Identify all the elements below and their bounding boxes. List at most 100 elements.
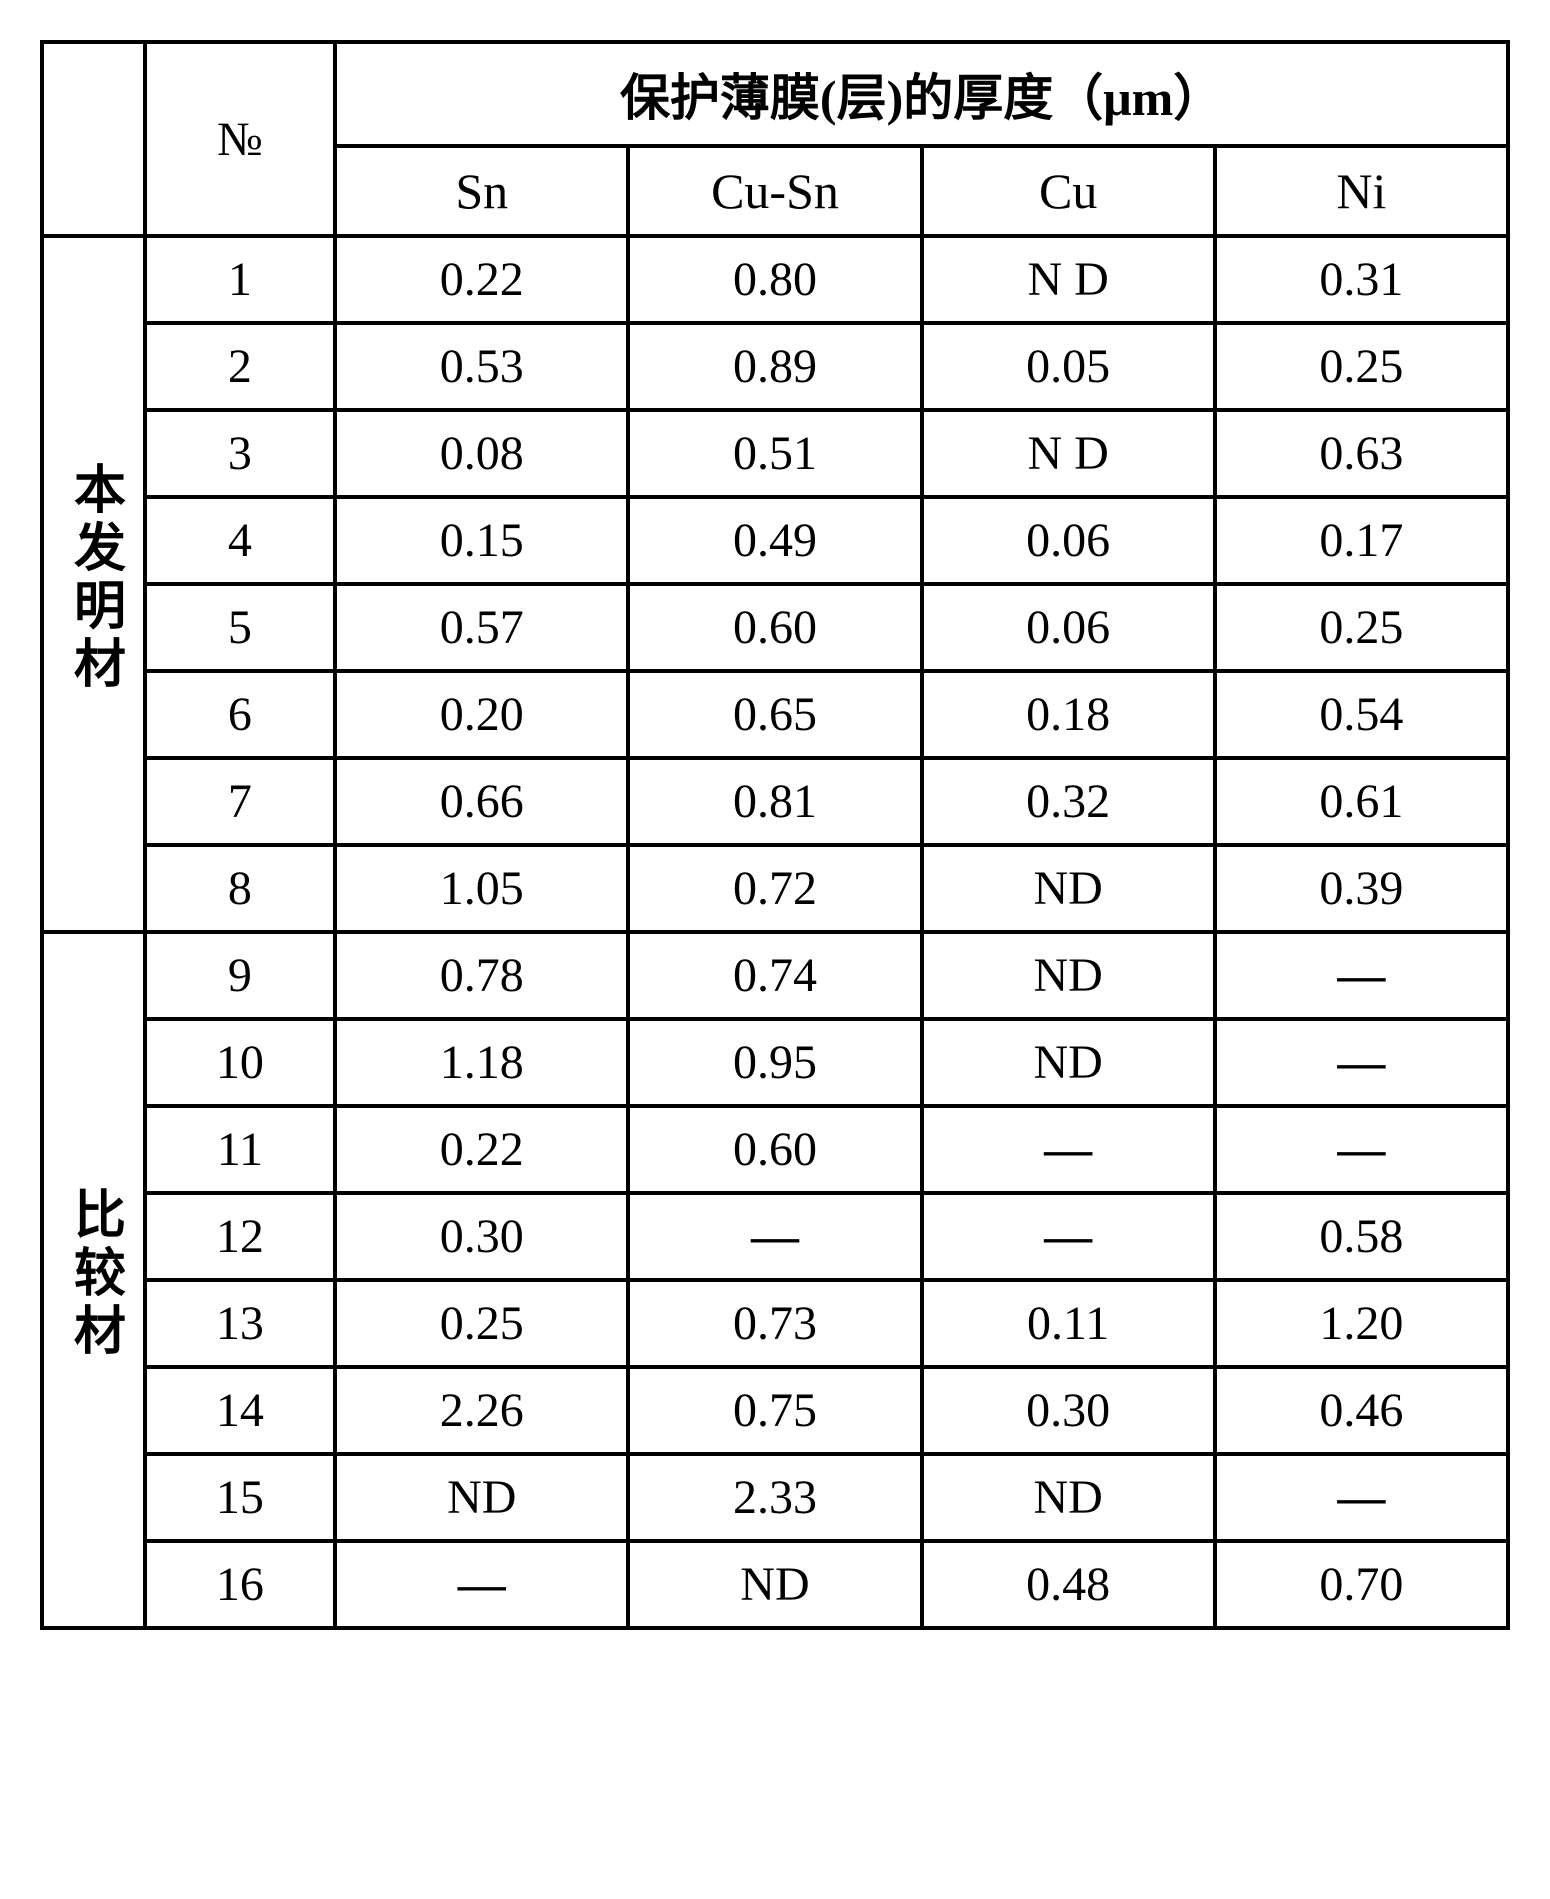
cell-value: 0.22	[335, 236, 628, 323]
cell-value: 1.20	[1215, 1280, 1508, 1367]
cell-value: 0.39	[1215, 845, 1508, 932]
cell-value: 0.17	[1215, 497, 1508, 584]
cell-value: 0.06	[922, 584, 1215, 671]
cell-value: 0.63	[1215, 410, 1508, 497]
row-no: 5	[145, 584, 336, 671]
cell-value: N D	[922, 236, 1215, 323]
cell-value: 1.18	[335, 1019, 628, 1106]
table-row: 142.260.750.300.46	[42, 1367, 1508, 1454]
cell-value: 0.25	[1215, 584, 1508, 671]
cell-value: 0.60	[628, 584, 921, 671]
cell-value: 0.81	[628, 758, 921, 845]
cell-value: 0.05	[922, 323, 1215, 410]
cell-value: 0.75	[628, 1367, 921, 1454]
cell-value: 0.53	[335, 323, 628, 410]
cell-value: 0.80	[628, 236, 921, 323]
cell-value: ND	[922, 1454, 1215, 1541]
row-no: 12	[145, 1193, 336, 1280]
group-label-text: 本发明材	[62, 462, 124, 694]
header-col-sn: Sn	[335, 146, 628, 236]
table-row: 15ND2.33ND—	[42, 1454, 1508, 1541]
cell-value: 0.70	[1215, 1541, 1508, 1628]
data-table: № 保护薄膜(层)的厚度（μm） Sn Cu-Sn Cu Ni 本发明材10.2…	[40, 40, 1510, 1630]
cell-value: —	[335, 1541, 628, 1628]
cell-value: 0.25	[335, 1280, 628, 1367]
row-no: 1	[145, 236, 336, 323]
cell-value: 2.26	[335, 1367, 628, 1454]
row-no: 9	[145, 932, 336, 1019]
cell-value: 0.73	[628, 1280, 921, 1367]
cell-value: —	[922, 1193, 1215, 1280]
cell-value: ND	[922, 845, 1215, 932]
row-no: 7	[145, 758, 336, 845]
cell-value: 0.74	[628, 932, 921, 1019]
table-row: 120.30——0.58	[42, 1193, 1508, 1280]
cell-value: ND	[922, 932, 1215, 1019]
cell-value: 0.57	[335, 584, 628, 671]
cell-value: 0.72	[628, 845, 921, 932]
table-row: 130.250.730.111.20	[42, 1280, 1508, 1367]
table-row: 30.080.51N D0.63	[42, 410, 1508, 497]
cell-value: 0.66	[335, 758, 628, 845]
cell-value: 0.32	[922, 758, 1215, 845]
table-row: 60.200.650.180.54	[42, 671, 1508, 758]
row-no: 13	[145, 1280, 336, 1367]
group-label-text: 比较材	[62, 1187, 124, 1361]
table-row: 比较材90.780.74ND—	[42, 932, 1508, 1019]
header-span: 保护薄膜(层)的厚度（μm）	[335, 42, 1508, 146]
cell-value: ND	[335, 1454, 628, 1541]
row-no: 15	[145, 1454, 336, 1541]
table-row: 本发明材10.220.80N D0.31	[42, 236, 1508, 323]
table-row: 81.050.72ND0.39	[42, 845, 1508, 932]
table-row: 16—ND0.480.70	[42, 1541, 1508, 1628]
row-no: 8	[145, 845, 336, 932]
cell-value: 0.65	[628, 671, 921, 758]
cell-value: —	[628, 1193, 921, 1280]
cell-value: 0.08	[335, 410, 628, 497]
cell-value: —	[1215, 932, 1508, 1019]
cell-value: 0.22	[335, 1106, 628, 1193]
cell-value: 0.31	[1215, 236, 1508, 323]
row-no: 10	[145, 1019, 336, 1106]
cell-value: —	[1215, 1106, 1508, 1193]
cell-value: 1.05	[335, 845, 628, 932]
cell-value: 0.58	[1215, 1193, 1508, 1280]
cell-value: 0.30	[335, 1193, 628, 1280]
header-blank	[42, 42, 145, 236]
table-row: 20.530.890.050.25	[42, 323, 1508, 410]
cell-value: —	[1215, 1454, 1508, 1541]
row-no: 3	[145, 410, 336, 497]
cell-value: 0.78	[335, 932, 628, 1019]
group-label: 本发明材	[42, 236, 145, 932]
cell-value: ND	[628, 1541, 921, 1628]
table-row: 110.220.60——	[42, 1106, 1508, 1193]
cell-value: 0.49	[628, 497, 921, 584]
table-row: 50.570.600.060.25	[42, 584, 1508, 671]
header-col-cu: Cu	[922, 146, 1215, 236]
table-header-row-1: № 保护薄膜(层)的厚度（μm）	[42, 42, 1508, 146]
cell-value: 0.95	[628, 1019, 921, 1106]
cell-value: 0.46	[1215, 1367, 1508, 1454]
cell-value: 0.54	[1215, 671, 1508, 758]
header-col-cusn: Cu-Sn	[628, 146, 921, 236]
row-no: 6	[145, 671, 336, 758]
cell-value: 0.20	[335, 671, 628, 758]
row-no: 11	[145, 1106, 336, 1193]
header-no: №	[145, 42, 336, 236]
table-row: 70.660.810.320.61	[42, 758, 1508, 845]
cell-value: 0.30	[922, 1367, 1215, 1454]
header-col-ni: Ni	[1215, 146, 1508, 236]
cell-value: 2.33	[628, 1454, 921, 1541]
row-no: 2	[145, 323, 336, 410]
cell-value: 0.48	[922, 1541, 1215, 1628]
cell-value: 0.61	[1215, 758, 1508, 845]
cell-value: 0.18	[922, 671, 1215, 758]
row-no: 14	[145, 1367, 336, 1454]
cell-value: 0.60	[628, 1106, 921, 1193]
cell-value: N D	[922, 410, 1215, 497]
table-body: 本发明材10.220.80N D0.3120.530.890.050.2530.…	[42, 236, 1508, 1628]
cell-value: 0.15	[335, 497, 628, 584]
table-row: 101.180.95ND—	[42, 1019, 1508, 1106]
table-row: 40.150.490.060.17	[42, 497, 1508, 584]
cell-value: —	[1215, 1019, 1508, 1106]
